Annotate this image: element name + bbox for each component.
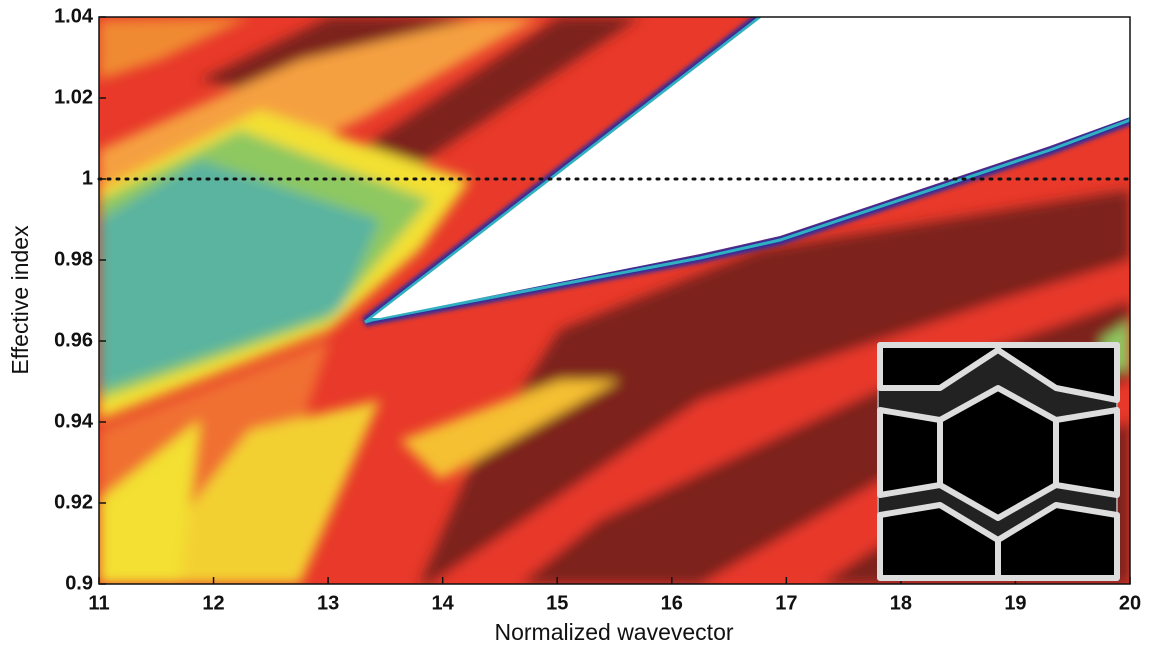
y-tick-label: 0.92 [54,491,93,513]
y-tick-label: 0.9 [65,572,93,594]
y-tick-label: 1.04 [54,5,94,27]
band-gap [372,17,1130,318]
x-axis-label: Normalized wavevector [494,619,733,645]
x-tick-label: 12 [202,592,224,614]
x-tick-label: 16 [661,592,683,614]
y-tick-label: 0.94 [54,410,94,432]
x-tick-label: 13 [317,592,339,614]
x-tick-label: 19 [1004,592,1026,614]
x-tick-label: 17 [775,592,797,614]
y-tick-label: 0.98 [54,248,93,270]
plot-frame [98,16,1131,585]
heatmap [99,17,1130,584]
inset [877,342,1120,581]
x-tick-label: 20 [1119,592,1141,614]
gap-edge-inner [364,17,1130,324]
x-tick-label: 15 [546,592,568,614]
y-axis-label: Effective index [7,225,33,375]
heatmap-regions [99,17,1130,584]
x-tick-label: 11 [88,592,109,614]
y-tick-label: 1 [82,167,93,189]
x-tick-label: 18 [890,592,912,614]
y-tick-label: 0.96 [54,329,93,351]
y-tick-label: 1.02 [54,86,93,108]
x-tick-label: 14 [432,592,455,614]
